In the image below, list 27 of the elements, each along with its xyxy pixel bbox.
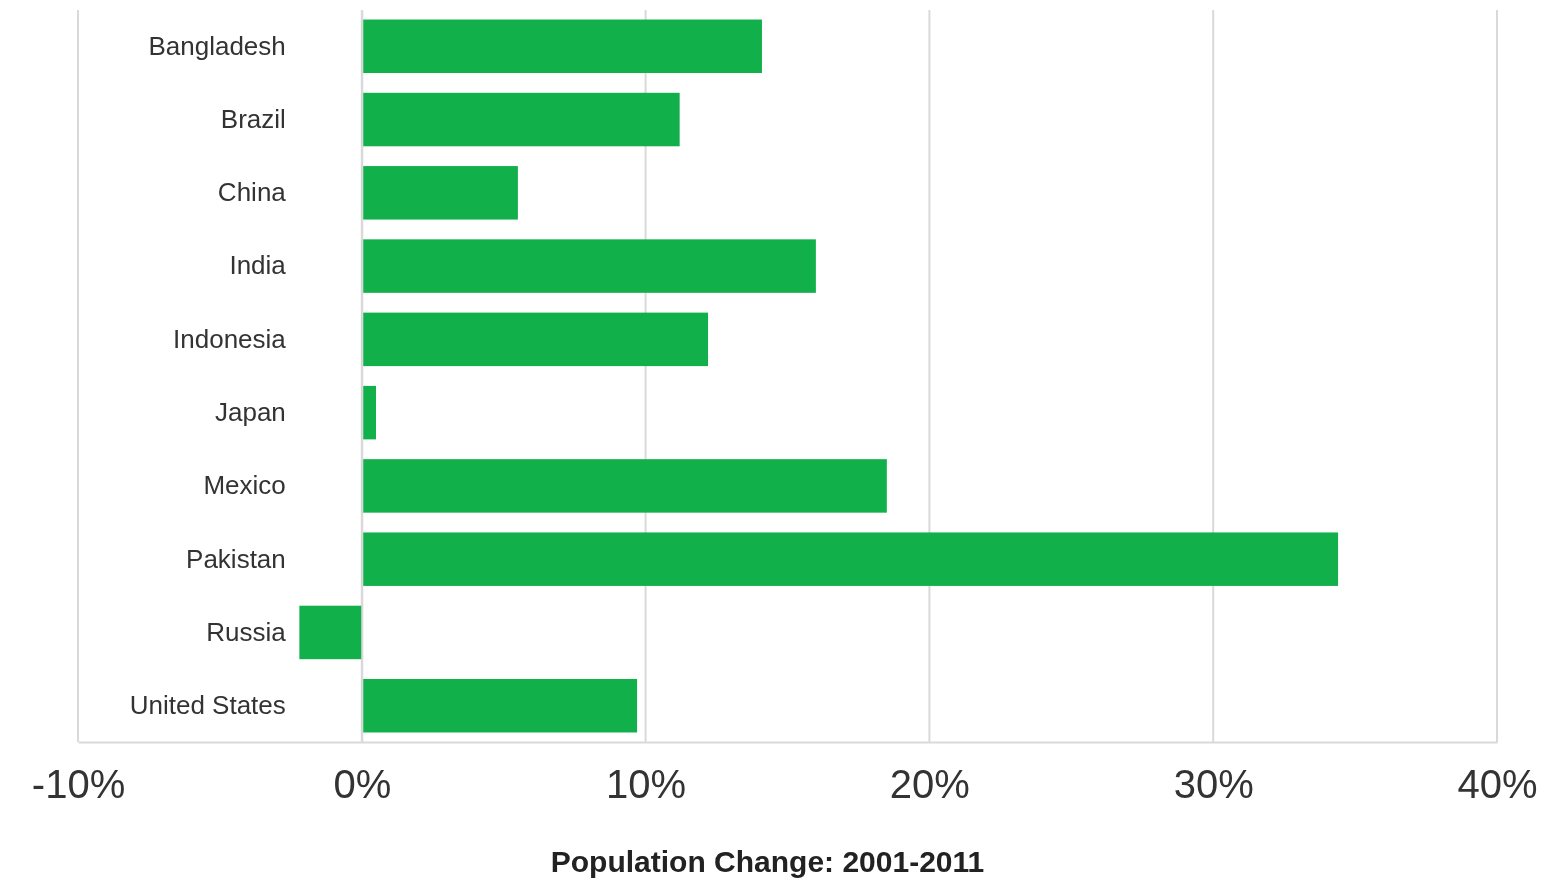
y-tick-label: Brazil	[220, 103, 286, 134]
x-axis-title: Population Change: 2001-2011	[550, 845, 985, 878]
x-tick-label: 20%	[889, 762, 970, 807]
bar	[361, 239, 816, 293]
y-tick-label: United States	[129, 690, 286, 721]
y-tick-label: Mexico	[203, 470, 286, 501]
bar	[361, 312, 709, 367]
y-tick-label: Japan	[214, 396, 286, 427]
bar	[361, 532, 1339, 586]
x-tick-label: -10%	[31, 762, 126, 807]
bar	[361, 459, 887, 513]
y-tick-label: China	[217, 177, 287, 208]
y-tick-label: Pakistan	[186, 543, 286, 574]
x-tick-label: 30%	[1173, 762, 1254, 807]
y-tick-label: India	[229, 250, 287, 281]
bar	[361, 678, 638, 733]
y-tick-label: Indonesia	[173, 323, 287, 354]
bar	[361, 19, 762, 74]
x-tick-label: 40%	[1457, 762, 1538, 807]
x-tick-label: 0%	[333, 762, 392, 807]
bar	[361, 385, 376, 440]
bar	[361, 92, 680, 147]
y-tick-label: Russia	[206, 616, 287, 647]
y-tick-label: Bangladesh	[148, 30, 286, 61]
bar	[299, 605, 362, 660]
x-tick-label: 10%	[606, 762, 687, 807]
bar	[361, 166, 518, 220]
